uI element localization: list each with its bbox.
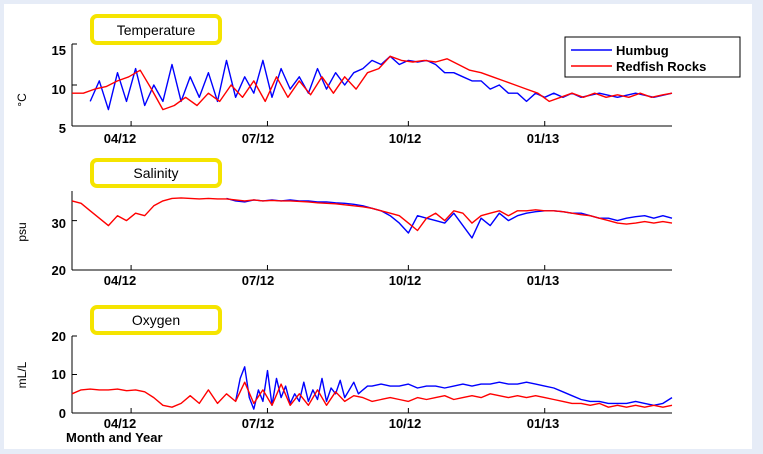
- ytick-label-temperature-1: 10: [52, 82, 66, 97]
- ytick-label-oxygen-0: 0: [59, 406, 66, 421]
- legend-box: [564, 36, 741, 78]
- series-line-oxygen-humbug: [234, 366, 673, 410]
- xtick-label-temperature-1: 07/12: [242, 131, 275, 146]
- xtick-label-salinity-1: 07/12: [242, 273, 275, 288]
- legend-label-redfish-rocks: Redfish Rocks: [616, 59, 706, 74]
- plot-area-oxygen: [71, 335, 673, 414]
- ytick-label-temperature-0: 5: [59, 121, 66, 136]
- title-temperature: Temperature: [117, 22, 196, 38]
- xtick-label-temperature-0: 04/12: [104, 131, 137, 146]
- xtick-label-salinity-2: 10/12: [389, 273, 422, 288]
- ytick-label-salinity-0: 20: [52, 263, 66, 278]
- xtick-label-oxygen-3: 01/13: [527, 416, 560, 431]
- xtick-label-salinity-3: 01/13: [527, 273, 560, 288]
- title-salinity: Salinity: [133, 165, 178, 181]
- ylabel-oxygen: mL/L: [15, 361, 29, 388]
- ytick-label-oxygen-2: 20: [52, 329, 66, 344]
- ylabel-temperature: °C: [15, 93, 29, 107]
- title-box-salinity: [90, 158, 222, 188]
- series-line-oxygen-redfish-rocks: [71, 381, 673, 408]
- xtick-label-temperature-2: 10/12: [389, 131, 422, 146]
- series-line-temperature-humbug: [89, 55, 673, 111]
- subplot-temperature: Temperature °C 5 10 15 04/12 07/12 10/12…: [15, 14, 741, 146]
- xtick-label-oxygen-2: 10/12: [389, 416, 422, 431]
- legend-label-humbug: Humbug: [616, 43, 669, 58]
- ylabel-salinity: psu: [15, 222, 29, 241]
- title-box-temperature: [90, 14, 222, 45]
- title-box-oxygen: [90, 305, 222, 335]
- subplot-salinity: Salinity psu 20 30 04/12 07/12 10/12 01/…: [15, 158, 560, 288]
- series-line-temperature-redfish-rocks: [72, 55, 673, 111]
- xtick-label-salinity-0: 04/12: [104, 273, 137, 288]
- xaxis-title: Month and Year: [66, 430, 163, 445]
- xtick-label-temperature-3: 01/13: [527, 131, 560, 146]
- subplot-oxygen: Oxygen mL/L 0 10 20 04/12 07/12 10/12 01…: [15, 305, 560, 445]
- ytick-label-oxygen-1: 10: [52, 367, 66, 382]
- legend: Humbug Redfish Rocks: [564, 36, 741, 78]
- title-oxygen: Oxygen: [132, 312, 180, 328]
- plot-area-salinity: [71, 191, 673, 271]
- figure-panel: [4, 4, 752, 449]
- xtick-label-oxygen-0: 04/12: [104, 416, 137, 431]
- ytick-label-temperature-2: 15: [52, 43, 66, 58]
- ytick-label-salinity-1: 30: [52, 216, 66, 231]
- xtick-label-oxygen-1: 07/12: [242, 416, 275, 431]
- series-line-salinity-redfish-rocks: [71, 197, 673, 232]
- plot-area-temperature: [71, 43, 673, 127]
